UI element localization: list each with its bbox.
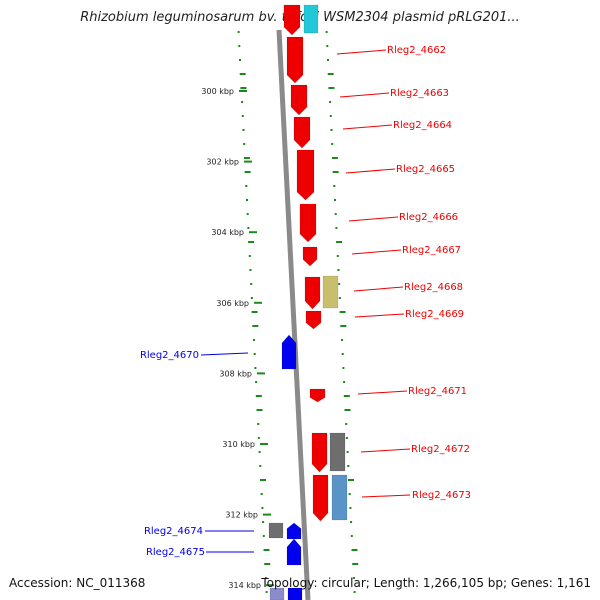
tick-label: 304 kbp <box>211 228 244 237</box>
gene-feature[interactable] <box>269 587 285 600</box>
label-leader-line <box>360 448 411 453</box>
gene-feature[interactable] <box>287 587 303 600</box>
label-leader-line <box>361 494 411 498</box>
summary-text: Topology: circular; Length: 1,266,105 bp… <box>261 576 591 590</box>
gene-feature[interactable] <box>290 84 308 116</box>
gene-feature[interactable] <box>299 203 317 243</box>
gene-feature[interactable] <box>309 388 326 403</box>
gene-feature[interactable] <box>283 4 301 36</box>
gene-feature[interactable] <box>322 275 339 309</box>
gene-feature[interactable] <box>305 310 322 330</box>
tick-label: 306 kbp <box>216 299 249 308</box>
gene-label[interactable]: Rleg2_4673 <box>412 490 471 501</box>
gene-label[interactable]: Rleg2_4662 <box>387 45 446 56</box>
gene-label[interactable]: Rleg2_4672 <box>411 444 470 455</box>
gene-feature[interactable] <box>293 116 311 149</box>
gene-label[interactable]: Rleg2_4675 <box>146 547 205 558</box>
gc-content-track <box>237 31 359 593</box>
gene-label[interactable]: Rleg2_4670 <box>140 350 199 361</box>
label-leader-line <box>354 313 405 318</box>
kbp-ticks: 300 kbp 302 kbp 304 kbp 306 kbp 308 kbp 310 k… <box>201 87 274 590</box>
gene-labels: Rleg2_4662 Rleg2_4663 Rleg2_4664 Rleg2_4665… <box>140 45 471 558</box>
gene-feature[interactable] <box>286 36 304 84</box>
gene-label[interactable]: Rleg2_4669 <box>405 309 464 320</box>
backbone-track <box>276 29 311 600</box>
label-leader-line <box>357 390 408 395</box>
gene-feature[interactable] <box>331 474 348 521</box>
label-leader-line <box>353 286 404 292</box>
label-leader-line <box>342 124 393 130</box>
gene-feature[interactable] <box>286 522 302 540</box>
label-leader-line <box>200 352 249 356</box>
tick-label: 312 kbp <box>225 511 258 520</box>
gene-label[interactable]: Rleg2_4674 <box>144 526 203 537</box>
gene-label[interactable]: Rleg2_4665 <box>396 164 455 175</box>
gene-feature[interactable] <box>302 246 318 267</box>
gene-feature[interactable] <box>286 538 302 566</box>
gene-feature[interactable] <box>296 149 315 201</box>
tick-label: 310 kbp <box>222 440 255 449</box>
accession-text: Accession: NC_011368 <box>9 576 146 590</box>
gene-feature[interactable] <box>281 334 297 370</box>
label-leader-line <box>345 168 396 174</box>
label-leader-line <box>348 216 399 222</box>
gene-feature[interactable] <box>303 4 319 34</box>
gene-feature[interactable] <box>304 276 321 310</box>
label-leader-line <box>351 249 402 255</box>
gene-feature[interactable] <box>268 522 284 539</box>
gene-feature[interactable] <box>312 474 329 522</box>
gene-label[interactable]: Rleg2_4668 <box>404 282 463 293</box>
gene-feature[interactable] <box>329 432 346 472</box>
gene-label[interactable]: Rleg2_4667 <box>402 245 461 256</box>
gene-feature[interactable] <box>311 432 328 473</box>
gene-label[interactable]: Rleg2_4671 <box>408 386 467 397</box>
label-leader-line <box>336 49 387 55</box>
gene-label[interactable]: Rleg2_4664 <box>393 120 452 131</box>
tick-label: 314 kbp <box>228 581 261 590</box>
tick-label: 300 kbp <box>201 87 234 96</box>
tick-label: 302 kbp <box>206 158 239 167</box>
tick-label: 308 kbp <box>219 369 252 378</box>
gene-label[interactable]: Rleg2_4663 <box>390 88 449 99</box>
label-leader-line <box>339 92 390 98</box>
gene-features <box>268 4 348 600</box>
gene-label[interactable]: Rleg2_4666 <box>399 212 458 223</box>
